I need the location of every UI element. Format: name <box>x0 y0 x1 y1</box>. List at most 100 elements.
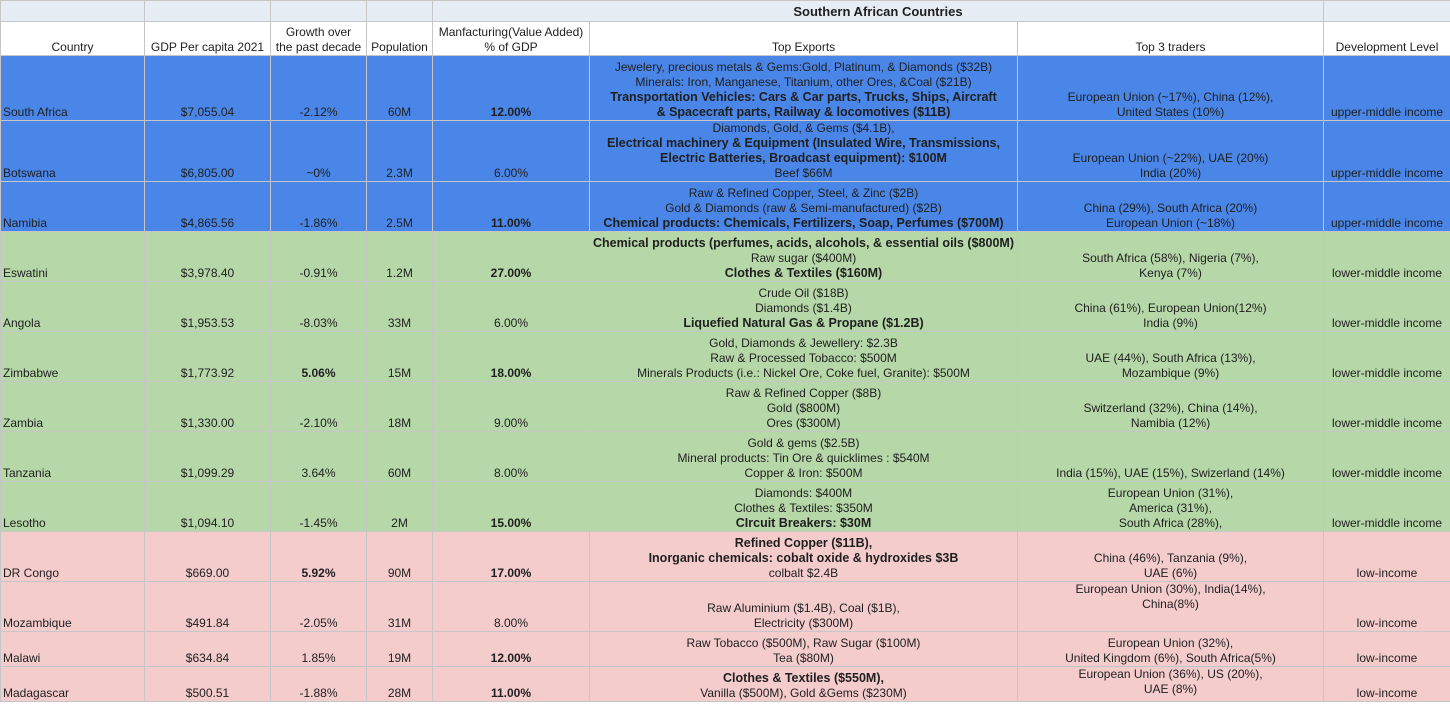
cell-population[interactable]: 19M <box>366 631 433 667</box>
cell-exports[interactable]: Diamonds: $400M Clothes & Textiles: $350M… <box>589 481 1018 532</box>
cell-growth[interactable]: -2.10% <box>270 381 367 432</box>
cell-development-level[interactable]: upper-middle income <box>1323 181 1450 232</box>
title-blank-cell[interactable] <box>0 0 145 22</box>
cell-exports[interactable]: Clothes & Textiles ($550M), Vanilla ($500… <box>589 666 1018 702</box>
cell-exports[interactable]: Chemical products (perfumes, acids, alco… <box>589 231 1018 282</box>
cell-traders[interactable]: European Union (~22%), UAE (20%) India (2… <box>1016 120 1325 182</box>
cell-growth[interactable]: -1.88% <box>270 666 367 702</box>
cell-population[interactable]: 2.5M <box>366 181 433 232</box>
cell-country[interactable]: Namibia <box>0 181 145 232</box>
cell-development-level[interactable]: low-income <box>1323 666 1450 702</box>
cell-country[interactable]: Eswatini <box>0 231 145 282</box>
title-blank-cell[interactable] <box>366 0 433 22</box>
cell-traders[interactable]: China (29%), South Africa (20%) European … <box>1016 181 1325 232</box>
cell-population[interactable]: 15M <box>366 331 433 382</box>
cell-manufacturing[interactable]: 6.00% <box>432 281 590 332</box>
cell-country[interactable]: DR Congo <box>0 531 145 582</box>
cell-population[interactable]: 60M <box>366 55 433 121</box>
cell-traders[interactable]: Switzerland (32%), China (14%), Namibia (… <box>1016 381 1325 432</box>
cell-growth[interactable]: 1.85% <box>270 631 367 667</box>
cell-gdp[interactable]: $1,953.53 <box>144 281 271 332</box>
cell-country[interactable]: Madagascar <box>0 666 145 702</box>
cell-development-level[interactable]: low-income <box>1323 581 1450 632</box>
cell-country[interactable]: Botswana <box>0 120 145 182</box>
cell-population[interactable]: 33M <box>366 281 433 332</box>
cell-traders[interactable]: India (15%), UAE (15%), Swizerland (14%) <box>1016 431 1325 482</box>
cell-country[interactable]: Zimbabwe <box>0 331 145 382</box>
cell-development-level[interactable]: lower-middle income <box>1323 381 1450 432</box>
cell-manufacturing[interactable]: 11.00% <box>432 181 590 232</box>
cell-development-level[interactable]: upper-middle income <box>1323 120 1450 182</box>
header-traders[interactable]: Top 3 traders <box>1016 21 1325 56</box>
cell-gdp[interactable]: $7,055.04 <box>144 55 271 121</box>
cell-development-level[interactable]: lower-middle income <box>1323 281 1450 332</box>
cell-traders[interactable]: European Union (31%), America (31%), South… <box>1016 481 1325 532</box>
cell-traders[interactable]: European Union (36%), US (20%), UAE (8%) <box>1016 666 1325 702</box>
cell-exports[interactable]: Gold, Diamonds & Jewellery: $2.3B Raw & P… <box>589 331 1018 382</box>
cell-population[interactable]: 1.2M <box>366 231 433 282</box>
header-population[interactable]: Population <box>366 21 433 56</box>
header-exports[interactable]: Top Exports <box>589 21 1018 56</box>
cell-development-level[interactable]: low-income <box>1323 631 1450 667</box>
cell-exports[interactable]: Crude Oil ($18B) Diamonds ($1.4B) Liquefie… <box>589 281 1018 332</box>
cell-growth[interactable]: -2.12% <box>270 55 367 121</box>
cell-manufacturing[interactable]: 6.00% <box>432 120 590 182</box>
cell-development-level[interactable]: lower-middle income <box>1323 481 1450 532</box>
cell-gdp[interactable]: $3,978.40 <box>144 231 271 282</box>
cell-traders[interactable]: European Union (30%), India(14%), China(8… <box>1016 581 1325 632</box>
cell-gdp[interactable]: $1,330.00 <box>144 381 271 432</box>
cell-gdp[interactable]: $669.00 <box>144 531 271 582</box>
cell-manufacturing[interactable]: 8.00% <box>432 581 590 632</box>
cell-traders[interactable]: European Union (~17%), China (12%), Unite… <box>1016 55 1325 121</box>
cell-exports[interactable]: Raw Tobacco ($500M), Raw Sugar ($100M) Te… <box>589 631 1018 667</box>
sheet-title[interactable]: Southern African Countries <box>431 0 1325 22</box>
cell-population[interactable]: 28M <box>366 666 433 702</box>
cell-population[interactable]: 60M <box>366 431 433 482</box>
cell-exports[interactable]: Jewelery, precious metals & Gems:Gold, P… <box>589 55 1018 121</box>
cell-growth[interactable]: 3.64% <box>270 431 367 482</box>
header-country[interactable]: Country <box>0 21 145 56</box>
cell-manufacturing[interactable]: 8.00% <box>432 431 590 482</box>
cell-population[interactable]: 2.3M <box>366 120 433 182</box>
cell-traders[interactable]: South Africa (58%), Nigeria (7%), Kenya (… <box>1016 231 1325 282</box>
cell-development-level[interactable]: lower-middle income <box>1323 431 1450 482</box>
cell-population[interactable]: 2M <box>366 481 433 532</box>
cell-exports[interactable]: Refined Copper ($11B), Inorganic chemical… <box>589 531 1018 582</box>
title-blank-cell[interactable] <box>1323 0 1450 22</box>
cell-development-level[interactable]: lower-middle income <box>1323 231 1450 282</box>
cell-gdp[interactable]: $1,099.29 <box>144 431 271 482</box>
cell-gdp[interactable]: $634.84 <box>144 631 271 667</box>
header-growth[interactable]: Growth over the past decade <box>270 21 367 56</box>
cell-development-level[interactable]: lower-middle income <box>1323 331 1450 382</box>
cell-gdp[interactable]: $1,094.10 <box>144 481 271 532</box>
cell-traders[interactable]: UAE (44%), South Africa (13%), Mozambique… <box>1016 331 1325 382</box>
cell-country[interactable]: Zambia <box>0 381 145 432</box>
cell-growth[interactable]: ~0% <box>270 120 367 182</box>
cell-gdp[interactable]: $491.84 <box>144 581 271 632</box>
cell-exports[interactable]: Raw & Refined Copper ($8B) Gold ($800M) Or… <box>589 381 1018 432</box>
cell-gdp[interactable]: $500.51 <box>144 666 271 702</box>
header-level[interactable]: Development Level <box>1323 21 1450 56</box>
cell-gdp[interactable]: $4,865.56 <box>144 181 271 232</box>
cell-development-level[interactable]: upper-middle income <box>1323 55 1450 121</box>
title-blank-cell[interactable] <box>144 0 271 22</box>
cell-development-level[interactable]: low-income <box>1323 531 1450 582</box>
cell-population[interactable]: 18M <box>366 381 433 432</box>
cell-manufacturing[interactable]: 12.00% <box>432 55 590 121</box>
cell-growth[interactable]: -1.86% <box>270 181 367 232</box>
cell-traders[interactable]: China (46%), Tanzania (9%), UAE (6%) <box>1016 531 1325 582</box>
cell-growth[interactable]: -1.45% <box>270 481 367 532</box>
cell-population[interactable]: 31M <box>366 581 433 632</box>
cell-growth[interactable]: -0.91% <box>270 231 367 282</box>
header-gdp[interactable]: GDP Per capita 2021 <box>144 21 271 56</box>
cell-country[interactable]: South Africa <box>0 55 145 121</box>
cell-manufacturing[interactable]: 12.00% <box>432 631 590 667</box>
cell-manufacturing[interactable]: 17.00% <box>432 531 590 582</box>
cell-manufacturing[interactable]: 9.00% <box>432 381 590 432</box>
cell-country[interactable]: Angola <box>0 281 145 332</box>
cell-population[interactable]: 90M <box>366 531 433 582</box>
title-blank-cell[interactable] <box>270 0 367 22</box>
cell-gdp[interactable]: $6,805.00 <box>144 120 271 182</box>
cell-exports[interactable]: Diamonds, Gold, & Gems ($4.1B), Electrica… <box>589 120 1018 182</box>
cell-country[interactable]: Lesotho <box>0 481 145 532</box>
